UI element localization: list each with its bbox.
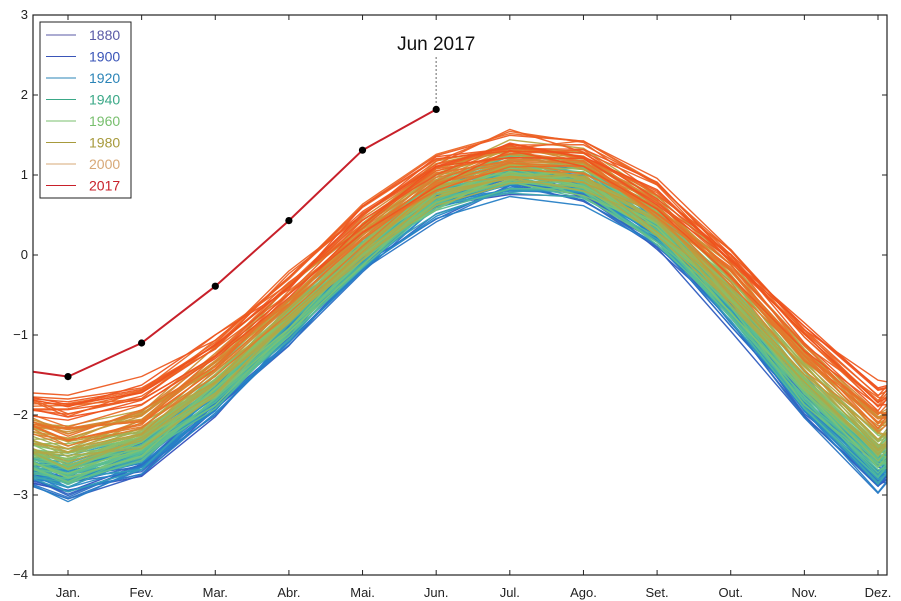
x-tick-label: Jun. xyxy=(424,585,449,600)
highlight-series-2017 xyxy=(32,105,440,381)
y-tick-label: −1 xyxy=(13,327,28,342)
plot-frame xyxy=(32,14,888,576)
x-tick-label: Jan. xyxy=(56,585,81,600)
legend-label: 2000 xyxy=(89,156,120,172)
y-tick-label: −3 xyxy=(13,487,28,502)
legend-label: 1960 xyxy=(89,113,120,129)
highlight-point xyxy=(358,146,367,154)
year-line xyxy=(32,169,888,441)
annotation: Jun 2017 xyxy=(397,34,475,105)
y-tick-label: 2 xyxy=(21,87,28,102)
year-line xyxy=(32,175,888,450)
legend-label: 1900 xyxy=(89,49,120,65)
x-tick-label: Set. xyxy=(646,585,669,600)
x-tick-label: Out. xyxy=(718,585,743,600)
highlight-point xyxy=(432,105,440,113)
x-tick-label: Ago. xyxy=(570,585,597,600)
x-tick-label: Mai. xyxy=(350,585,375,600)
annotation-label: Jun 2017 xyxy=(397,34,475,55)
axes: 3 2 1 0 −1 −2 −3 −4 Jan. Fev. Mar. Abr. Mai. Jun. Jul.… xyxy=(13,7,891,600)
legend-label: 1920 xyxy=(89,70,120,86)
y-tick-label: −2 xyxy=(13,407,28,422)
year-line xyxy=(32,149,888,421)
x-tick-label: Jul. xyxy=(500,585,520,600)
legend-label: 1940 xyxy=(89,92,120,108)
legend-box xyxy=(39,21,132,199)
legend-label: 1880 xyxy=(89,27,120,43)
y-tick-label: −4 xyxy=(13,567,28,582)
legend: 1880 1900 1920 1940 1960 1980 2000 2017 xyxy=(39,21,132,199)
highlight-point xyxy=(285,217,293,225)
x-tick-label: Nov. xyxy=(791,585,817,600)
highlight-point xyxy=(138,339,146,347)
y-tick-label: 3 xyxy=(21,7,28,22)
x-tick-label: Dez. xyxy=(865,585,892,600)
year-line xyxy=(32,185,888,500)
year-line xyxy=(32,143,888,406)
legend-label: 1980 xyxy=(89,135,120,151)
x-tick-label: Abr. xyxy=(277,585,300,600)
highlight-point xyxy=(64,373,72,381)
year-line xyxy=(32,175,888,453)
y-tick-label: 0 xyxy=(21,247,28,262)
year-line xyxy=(32,156,888,418)
legend-label: 2017 xyxy=(89,178,120,194)
y-tick-label: 1 xyxy=(21,167,28,182)
highlight-point xyxy=(211,282,219,290)
year-line xyxy=(32,134,888,396)
year-line xyxy=(32,147,888,403)
year-lines xyxy=(32,128,888,503)
x-tick-label: Mar. xyxy=(203,585,228,600)
x-tick-label: Fev. xyxy=(129,585,153,600)
